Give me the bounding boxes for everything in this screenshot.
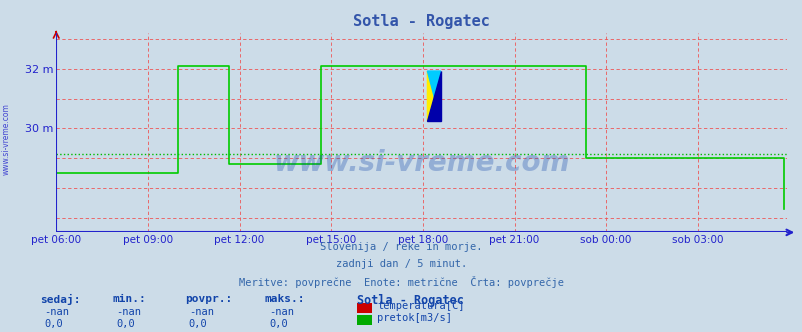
Text: povpr.:: povpr.: (184, 294, 232, 304)
Text: www.si-vreme.com: www.si-vreme.com (2, 104, 11, 175)
Polygon shape (427, 71, 440, 121)
Text: sedaj:: sedaj: (40, 294, 80, 305)
Text: -nan: -nan (44, 307, 69, 317)
Text: min.:: min.: (112, 294, 146, 304)
Polygon shape (427, 71, 440, 121)
Text: Slovenija / reke in morje.: Slovenija / reke in morje. (320, 242, 482, 252)
Text: maks.:: maks.: (265, 294, 305, 304)
Text: -nan: -nan (188, 307, 213, 317)
Text: www.si-vreme.com: www.si-vreme.com (273, 149, 569, 177)
Polygon shape (427, 71, 440, 121)
Text: 0,0: 0,0 (116, 319, 135, 329)
Text: -nan: -nan (116, 307, 141, 317)
Text: 0,0: 0,0 (269, 319, 287, 329)
Text: 0,0: 0,0 (188, 319, 207, 329)
Text: Sotla - Rogatec: Sotla - Rogatec (357, 294, 464, 307)
Text: zadnji dan / 5 minut.: zadnji dan / 5 minut. (335, 259, 467, 269)
Title: Sotla - Rogatec: Sotla - Rogatec (353, 14, 489, 29)
Text: pretok[m3/s]: pretok[m3/s] (377, 313, 452, 323)
Text: -nan: -nan (269, 307, 294, 317)
Text: 0,0: 0,0 (44, 319, 63, 329)
Text: Meritve: povprečne  Enote: metrične  Črta: povprečje: Meritve: povprečne Enote: metrične Črta:… (239, 276, 563, 288)
Text: temperatura[C]: temperatura[C] (377, 301, 464, 311)
